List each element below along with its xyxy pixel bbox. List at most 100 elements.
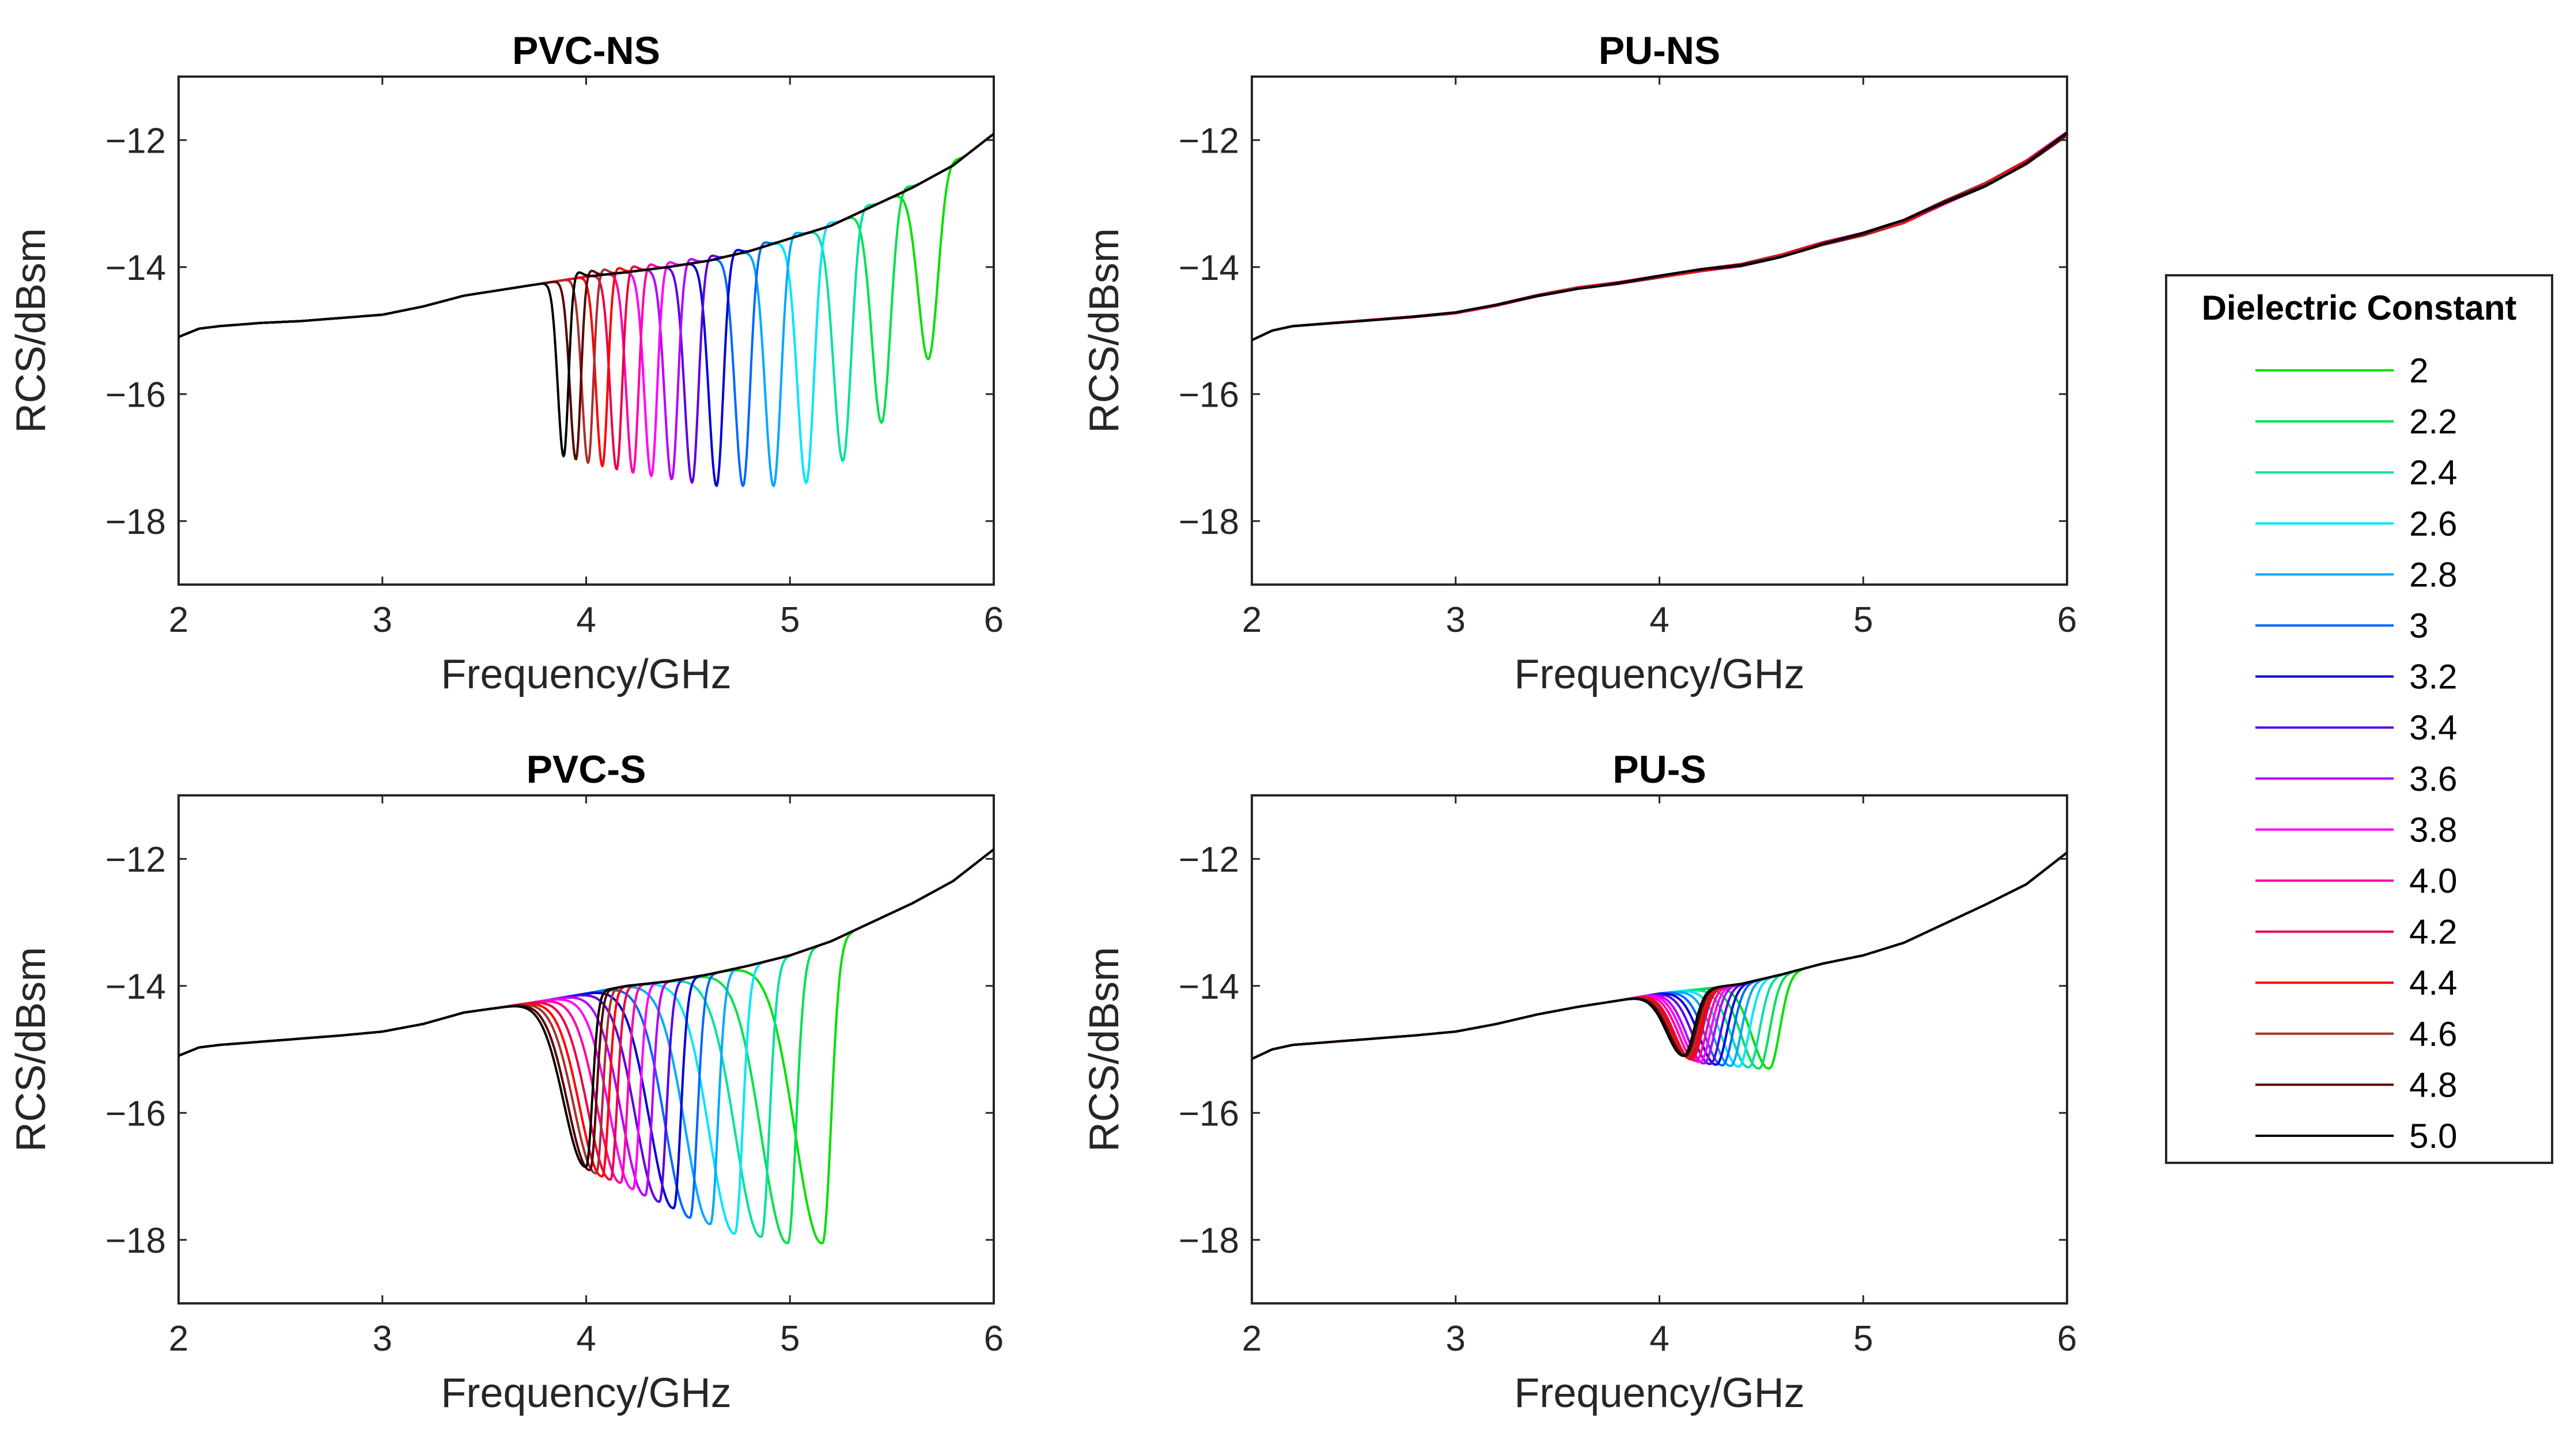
legend-label: 2.8 [2409, 555, 2457, 594]
series-group [179, 132, 994, 487]
legend-label: 4.0 [2409, 862, 2457, 900]
x-tick-label: 6 [2057, 600, 2077, 640]
y-tick-label: −14 [1179, 248, 1239, 288]
legend-entry-4.0: 4.0 [2255, 862, 2457, 900]
x-tick-label: 4 [576, 600, 596, 640]
x-tick-label: 5 [780, 600, 800, 640]
legend-label: 4.8 [2409, 1066, 2457, 1104]
legend-label: 3.6 [2409, 760, 2457, 798]
y-tick-label: −12 [105, 840, 166, 879]
x-tick-label: 4 [1649, 1319, 1669, 1359]
x-tick-label: 2 [1242, 600, 1262, 640]
y-tick-label: −16 [105, 375, 166, 415]
legend-entry-4.2: 4.2 [2255, 913, 2457, 951]
y-axis-label: RCS/dBsm [1081, 947, 1127, 1152]
legend-entry-2.6: 2.6 [2255, 505, 2457, 543]
legend-label: 3.4 [2409, 708, 2457, 747]
legend-label: 2.4 [2409, 453, 2457, 492]
y-tick-label: −18 [105, 1221, 166, 1261]
x-tick-label: 2 [1242, 1319, 1262, 1359]
x-tick-label: 5 [1853, 600, 1873, 640]
legend-entry-3.4: 3.4 [2255, 708, 2457, 747]
legend-entry-3.2: 3.2 [2255, 658, 2457, 696]
y-tick-label: −14 [105, 248, 166, 288]
y-tick-label: −12 [1179, 840, 1239, 879]
y-tick-label: −16 [1179, 375, 1239, 415]
subplot-pu-ns: 2 3 4 5 6 −18 −16 −14 −12 PU-NS Frequency/GHz RCS/d… [1081, 29, 2077, 697]
x-tick-label: 4 [1649, 600, 1669, 640]
legend-entry-4.8: 4.8 [2255, 1066, 2457, 1104]
plot-area [1251, 75, 2068, 586]
legend-entry-5.0: 5.0 [2255, 1117, 2457, 1155]
subplot-grid: 2 3 4 5 6 −18 −16 −14 −12 PVC-NS Frequency/GHz RCS/… [8, 29, 2077, 1416]
legend-entry-2: 2 [2255, 351, 2428, 390]
plot-area [177, 75, 995, 586]
x-tick-label: 3 [373, 600, 392, 640]
y-tick-label: −14 [1179, 967, 1239, 1007]
y-tick-label: −12 [1179, 121, 1239, 161]
legend-label: 4.2 [2409, 913, 2457, 951]
legend-label: 4.6 [2409, 1015, 2457, 1053]
series-line-5.0 [1252, 851, 2067, 1060]
legend-entry-2.4: 2.4 [2255, 453, 2457, 492]
x-axis-label: Frequency/GHz [1514, 1370, 1804, 1416]
x-tick-label: 3 [373, 1319, 392, 1359]
x-tick-label: 6 [984, 1319, 1004, 1359]
legend-entries: 2 2.2 2.4 2.6 2.8 3 3.2 3.4 3.6 3.8 4.0 4.2 4.4 4.6 4.… [2255, 351, 2457, 1155]
legend-entry-3.8: 3.8 [2255, 810, 2457, 849]
legend-label: 3.2 [2409, 658, 2457, 696]
legend-entry-4.6: 4.6 [2255, 1015, 2457, 1053]
series-group [179, 848, 994, 1245]
x-tick-label: 3 [1446, 600, 1466, 640]
y-tick-label: −16 [1179, 1094, 1239, 1133]
legend-entry-2.8: 2.8 [2255, 555, 2457, 594]
x-tick-label: 5 [1853, 1319, 1873, 1359]
subplot-title: PVC-S [527, 748, 646, 791]
legend-entry-2.2: 2.2 [2255, 403, 2457, 441]
y-tick-label: −18 [105, 502, 166, 542]
x-tick-label: 6 [984, 600, 1004, 640]
y-axis-label: RCS/dBsm [8, 228, 54, 433]
x-tick-label: 3 [1446, 1319, 1466, 1359]
plot-area [1251, 794, 2068, 1305]
legend-label: 2 [2409, 351, 2428, 390]
legend-box [2165, 274, 2553, 1164]
series-line-5.0 [1252, 131, 2067, 342]
legend-label: 2.2 [2409, 403, 2457, 441]
x-tick-label: 6 [2057, 1319, 2077, 1359]
legend-entry-4.4: 4.4 [2255, 964, 2457, 1002]
x-tick-label: 2 [169, 600, 188, 640]
x-axis-label: Frequency/GHz [441, 1370, 731, 1416]
plot-area [177, 794, 995, 1305]
legend-label: 3.8 [2409, 810, 2457, 849]
legend-entry-3.6: 3.6 [2255, 760, 2457, 798]
y-tick-label: −14 [105, 967, 166, 1007]
x-tick-label: 2 [169, 1319, 188, 1359]
subplot-title: PU-S [1612, 748, 1706, 791]
legend: Dielectric Constant 2 2.2 2.4 2.6 2.8 3 3.2 3.4… [2165, 274, 2553, 1164]
series-line-5.0 [179, 848, 994, 1168]
legend-label: 2.6 [2409, 505, 2457, 543]
y-axis-label: RCS/dBsm [1081, 228, 1127, 433]
legend-label: 3 [2409, 606, 2428, 645]
x-tick-label: 4 [576, 1319, 596, 1359]
subplot-pvc-s: 2 3 4 5 6 −18 −16 −14 −12 PVC-S Frequency/GHz RCS/d… [8, 748, 1004, 1416]
x-axis-label: Frequency/GHz [1514, 651, 1804, 697]
series-group [1252, 851, 2067, 1070]
legend-label: 5.0 [2409, 1117, 2457, 1155]
y-tick-label: −16 [105, 1094, 166, 1133]
y-tick-label: −12 [105, 121, 166, 161]
legend-title: Dielectric Constant [2202, 289, 2517, 327]
y-tick-label: −18 [1179, 502, 1239, 542]
y-tick-label: −18 [1179, 1221, 1239, 1261]
series-group [1252, 131, 2067, 342]
subplot-pvc-ns: 2 3 4 5 6 −18 −16 −14 −12 PVC-NS Frequency/GHz RCS/… [8, 29, 1004, 697]
x-axis-label: Frequency/GHz [441, 651, 731, 697]
y-axis-label: RCS/dBsm [8, 947, 54, 1152]
series-line-5.0 [179, 132, 994, 458]
x-tick-label: 5 [780, 1319, 800, 1359]
subplot-title: PU-NS [1599, 29, 1721, 73]
subplot-title: PVC-NS [512, 29, 660, 73]
legend-label: 4.4 [2409, 964, 2457, 1002]
